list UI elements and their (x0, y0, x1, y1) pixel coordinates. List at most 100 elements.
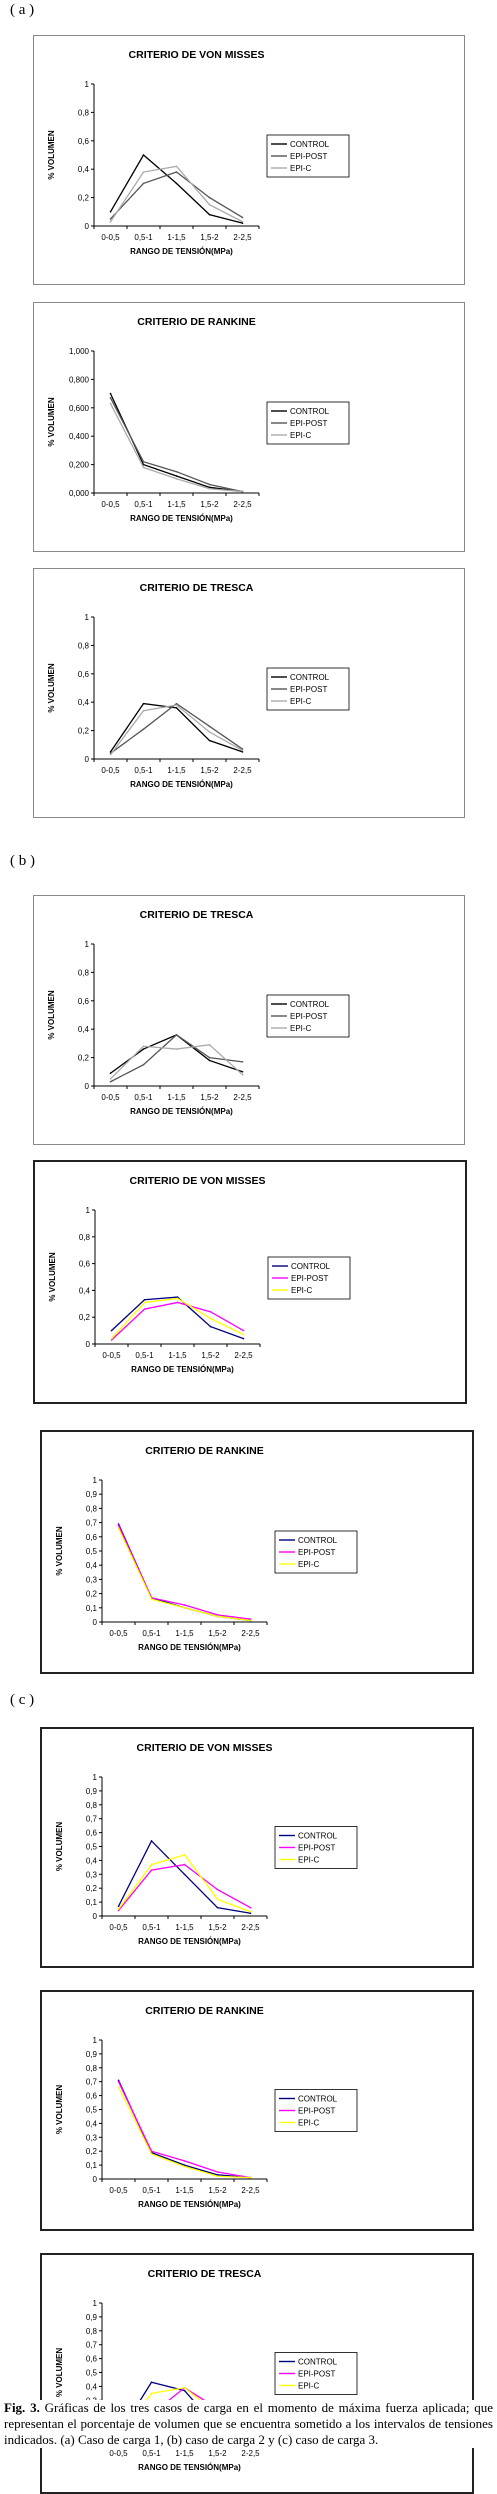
y-tick-label: 0,4 (86, 2119, 98, 2128)
data-point (143, 1298, 146, 1301)
x-axis-label: RANGO DE TENSIÓN(MPa) (130, 780, 233, 789)
y-tick-label: 0,8 (78, 968, 90, 977)
y-tick-label: 0,9 (86, 1787, 98, 1796)
y-tick-label: 0,2 (86, 1884, 98, 1893)
data-point (216, 2171, 219, 2173)
data-point (249, 1618, 252, 1620)
y-tick-label: 1 (93, 2036, 98, 2045)
data-point (117, 1524, 120, 1527)
chart-title: CRITERIO DE RANKINE (137, 316, 255, 328)
data-point (142, 1063, 145, 1066)
caption-label: Fig. 3. (4, 2400, 40, 2415)
data-point (241, 1071, 244, 1073)
data-point (241, 1061, 244, 1063)
chart-title: CRITERIO DE VON MISSES (129, 49, 265, 61)
x-tick-label: 1,5-2 (208, 2186, 227, 2195)
data-point (216, 1888, 219, 1891)
y-tick-label: 0,8 (86, 1801, 98, 1810)
series-line-control (109, 153, 243, 224)
x-tick-label: 1,5-2 (200, 233, 219, 242)
y-tick-label: 1 (85, 613, 90, 622)
data-point (109, 218, 112, 220)
x-tick-label: 0,5-1 (142, 1629, 161, 1638)
data-point (183, 1604, 186, 1606)
y-tick-label: 0,400 (69, 432, 90, 441)
data-point (117, 1908, 120, 1910)
y-tick-label: 0,7 (86, 1815, 98, 1824)
x-tick-label: 1-1,5 (175, 1923, 194, 1932)
data-point (208, 196, 211, 199)
y-axis-label: % VOLUMEN (47, 130, 56, 180)
chart-panel-c-von-misses: CRITERIO DE VON MISSES % VOLUMEN 0 0,1 0,2 0,… (40, 1727, 474, 1968)
legend-label: EPI-POST (298, 2370, 335, 2379)
chart-title: CRITERIO DE VON MISSES (130, 1175, 266, 1187)
data-point (175, 165, 178, 168)
data-point (209, 1325, 212, 1328)
chart-svg: CRITERIO DE RANKINE % VOLUMEN 0 0,1 0,2 0,3 0,… (55, 1445, 358, 1652)
x-tick-label: 0-0,5 (109, 1923, 128, 1932)
y-tick-label: 0,5 (86, 2106, 98, 2115)
data-point (142, 466, 145, 469)
x-tick-label: 2-2,5 (241, 1629, 260, 1638)
data-point (117, 1527, 120, 1530)
data-point (241, 216, 244, 219)
x-tick-label: 2-2,5 (233, 1093, 252, 1102)
data-point (175, 1048, 178, 1050)
chart-svg: CRITERIO DE RANKINE % VOLUMEN 0,000 0,200 0,… (47, 316, 350, 523)
data-point (110, 1329, 113, 1332)
y-tick-label: 0,6 (78, 670, 90, 679)
chart-svg: CRITERIO DE VON MISSES % VOLUMEN 0 0,2 0,4 0,… (48, 1175, 351, 1374)
series-line-control (117, 1839, 251, 1914)
x-axis-label: RANGO DE TENSIÓN(MPa) (130, 1107, 233, 1116)
series-line-epi-c (111, 1297, 244, 1340)
data-point (208, 1056, 211, 1059)
data-point (183, 1873, 186, 1876)
y-tick-label: 0,2 (79, 1313, 91, 1322)
y-tick-label: 0,7 (86, 1519, 98, 1528)
data-point (175, 1034, 178, 1036)
chart-panel-b-von-misses: CRITERIO DE VON MISSES % VOLUMEN 0 0,2 0,4 0,… (33, 1160, 467, 1404)
data-point (183, 1863, 186, 1866)
y-tick-label: 0 (93, 1912, 98, 1921)
data-point (175, 702, 178, 705)
data-point (110, 1339, 113, 1341)
y-tick-label: 0,3 (86, 1870, 98, 1879)
x-axis-label: RANGO DE TENSIÓN(MPa) (138, 1643, 241, 1652)
data-point (183, 2386, 186, 2389)
y-tick-label: 0,4 (78, 165, 90, 174)
y-tick-label: 1 (86, 1206, 91, 1215)
data-point (249, 1619, 252, 1622)
data-point (117, 2079, 120, 2082)
x-tick-label: 1-1,5 (167, 500, 186, 509)
y-tick-label: 0,600 (69, 404, 90, 413)
x-tick-label: 1,5-2 (208, 1923, 227, 1932)
x-tick-label: 0,5-1 (134, 233, 153, 242)
y-tick-label: 0,2 (86, 1590, 98, 1599)
x-tick-label: 0,5-1 (134, 766, 153, 775)
data-point (117, 1909, 120, 1912)
data-point (208, 487, 211, 490)
data-point (142, 1048, 145, 1050)
y-tick-label: 0,6 (86, 1533, 98, 1542)
legend-label: EPI-C (291, 1286, 313, 1295)
y-tick-label: 0,6 (79, 1260, 91, 1269)
y-axis-label: % VOLUMEN (47, 663, 56, 713)
data-point (183, 2160, 186, 2162)
x-tick-label: 1,5-2 (208, 2449, 227, 2458)
data-point (176, 1301, 179, 1304)
data-point (216, 1898, 219, 1901)
series-line-epi-post (117, 1863, 251, 1911)
x-tick-label: 1,5-2 (200, 766, 219, 775)
data-point (241, 220, 244, 223)
data-point (241, 490, 244, 493)
legend-label: EPI-C (298, 2382, 320, 2391)
y-tick-label: 0,2 (78, 1054, 90, 1063)
legend-label: EPI-POST (290, 1012, 327, 1021)
section-label-b: ( b ) (10, 853, 35, 869)
x-tick-label: 2-2,5 (241, 1923, 260, 1932)
y-tick-label: 0,6 (78, 997, 90, 1006)
y-tick-label: 0 (86, 1340, 91, 1349)
series-line-epi-post (109, 397, 243, 493)
data-point (249, 2176, 252, 2179)
y-tick-label: 0,2 (86, 2147, 98, 2156)
